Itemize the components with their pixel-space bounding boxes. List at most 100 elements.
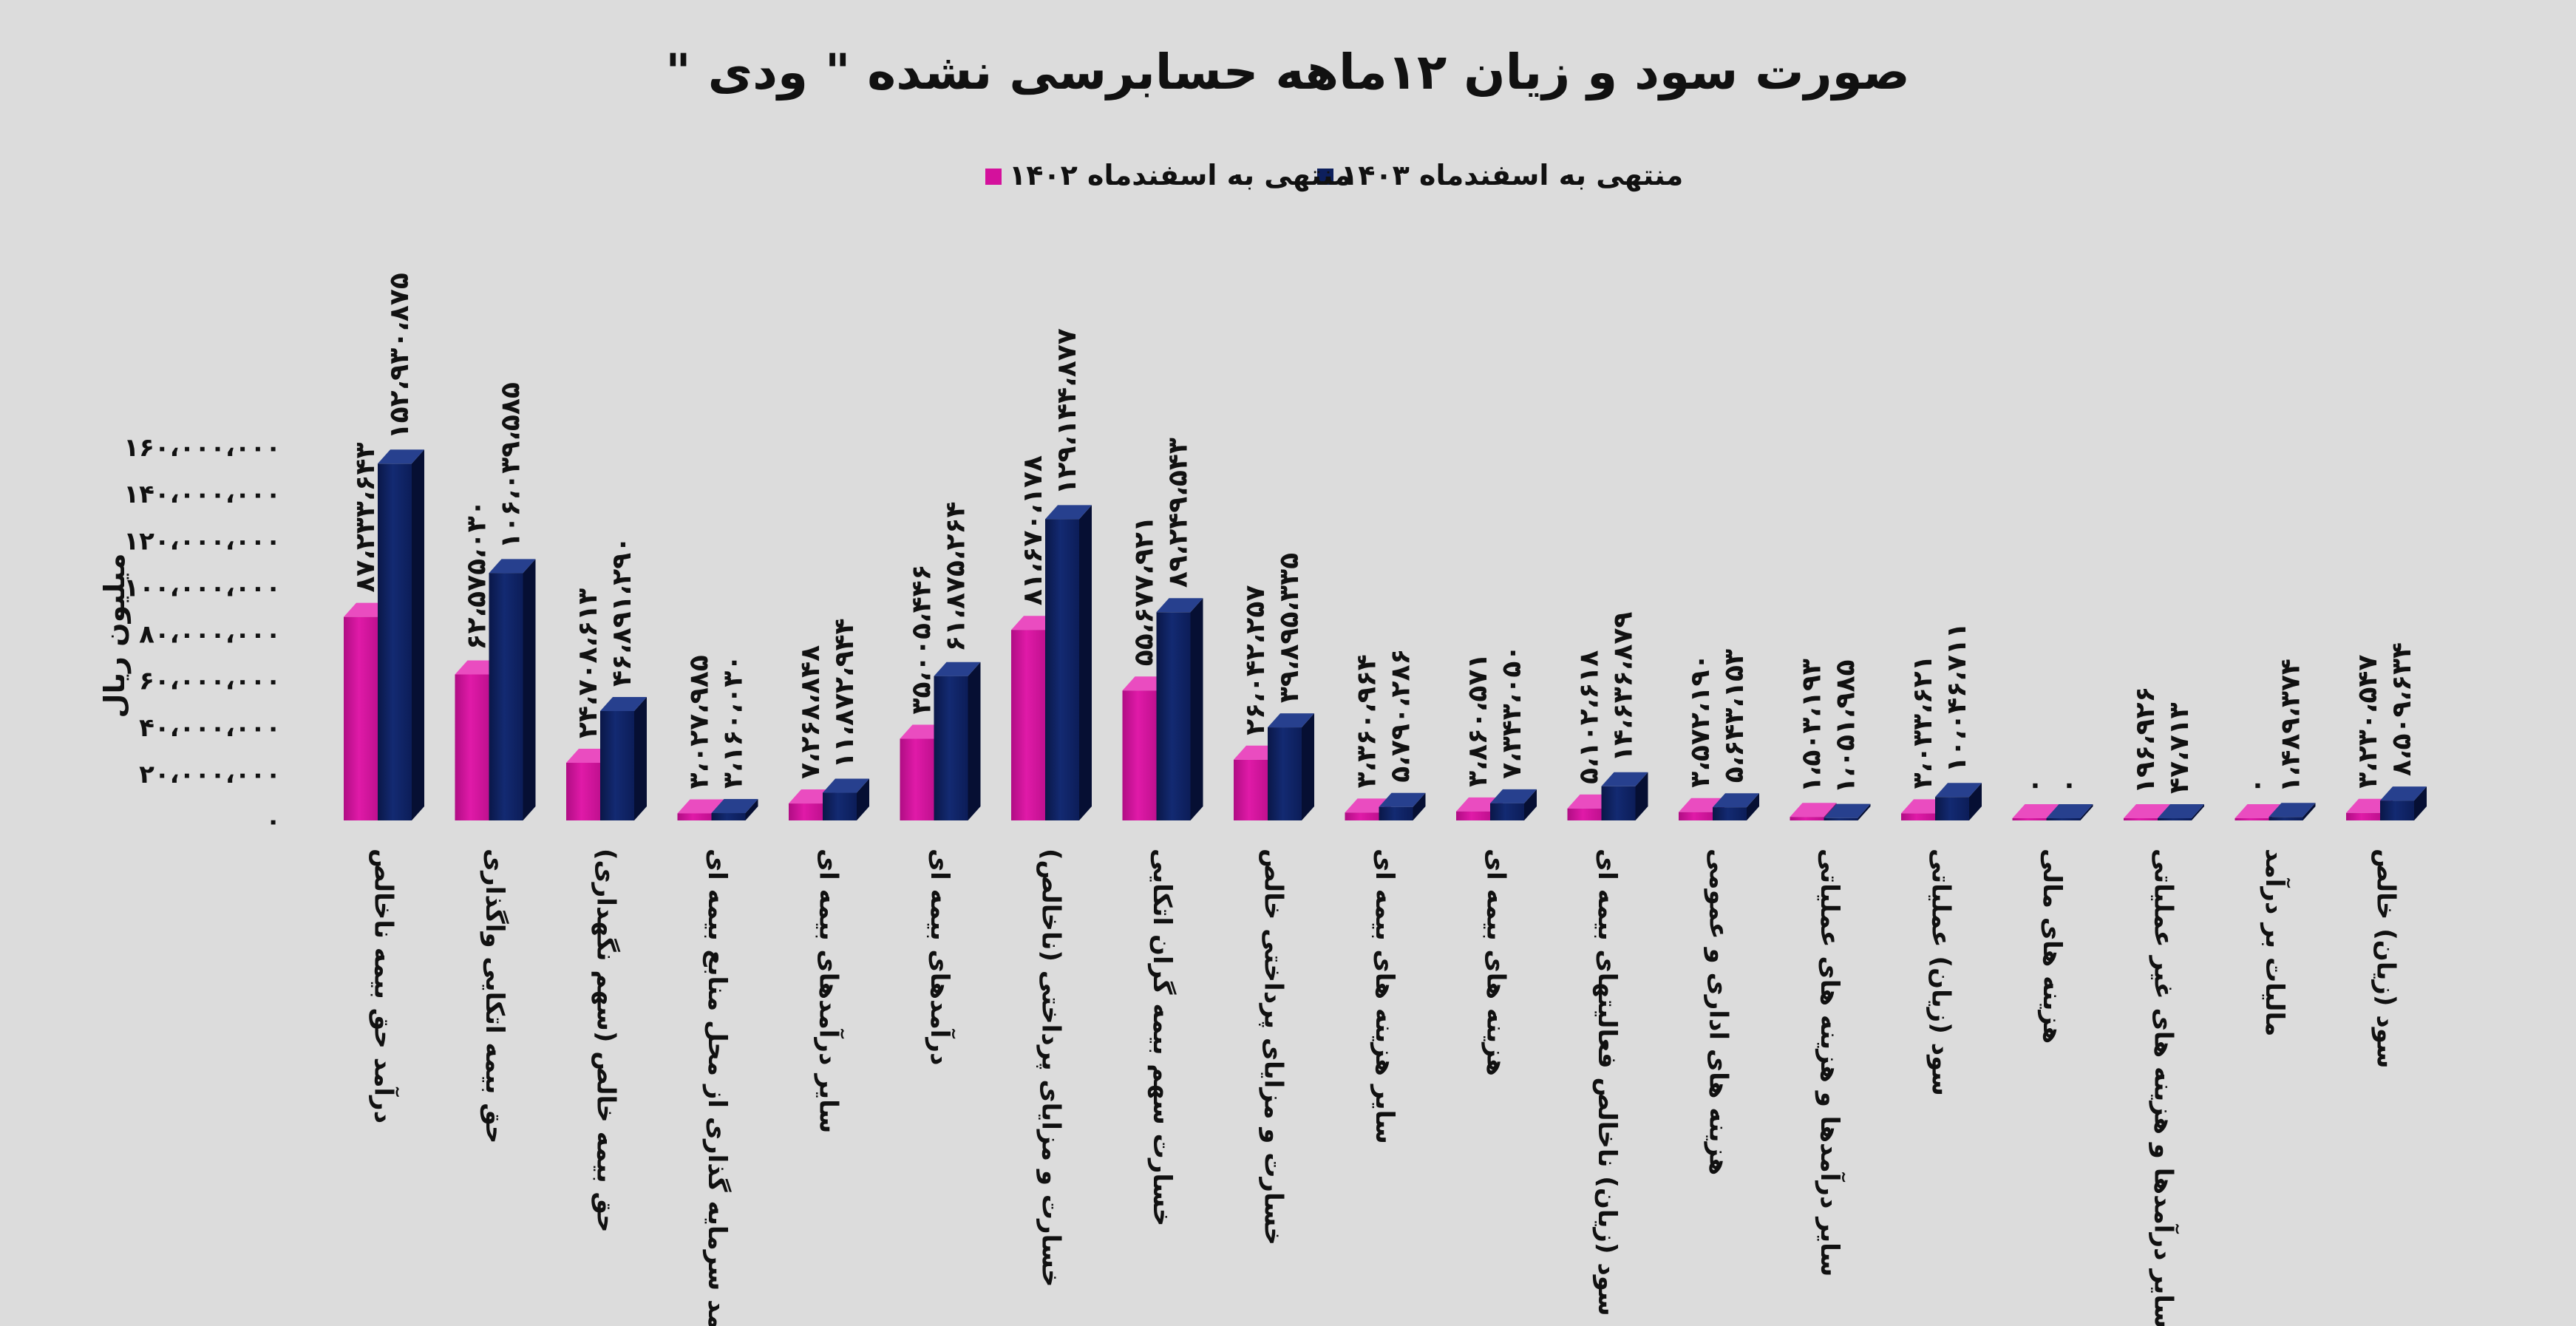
bar-top-face xyxy=(677,799,724,814)
category-label: سود (زیان) خالص xyxy=(2371,849,2401,1069)
bar-front-face xyxy=(566,763,600,820)
category-label: سود (زیان) ناخالص فعالیتهای بیمه ای xyxy=(1592,849,1622,1316)
bar-side-face xyxy=(2080,804,2093,820)
bar-side-face xyxy=(1969,783,1982,820)
category-label: سایر درآمدها و هزینه های غیر عملیاتی xyxy=(2149,849,2180,1326)
bar-front-face xyxy=(2269,817,2303,820)
bar-side-face xyxy=(1079,505,1092,820)
data-label-1402: ۳،۳۶۰،۹۶۴ xyxy=(1352,654,1382,788)
bar-front-face xyxy=(1456,811,1490,820)
bar-side-face xyxy=(1413,792,1426,820)
data-label-1403: ۴۷،۷۱۳ xyxy=(2164,702,2195,794)
bar-front-face xyxy=(378,463,412,820)
legend-swatch-1402 xyxy=(985,169,1002,185)
data-label-1403: ۷،۳۴۳،۰۵۰ xyxy=(1497,645,1527,779)
data-label-1403: ۰ xyxy=(2053,778,2084,794)
data-label-1402: ۸۷،۲۳۳،۶۴۳ xyxy=(350,443,381,593)
y-tick-label: ۸۰،۰۰۰،۰۰۰ xyxy=(139,620,281,650)
bar-1403 xyxy=(600,696,647,820)
bar-front-face xyxy=(455,674,489,820)
bar-front-face xyxy=(1490,803,1524,820)
category-label: مالیات بر درآمد xyxy=(2260,849,2291,1036)
bar-side-face xyxy=(2192,804,2204,820)
y-axis-title: میلیون ریال xyxy=(98,554,131,718)
data-label-1403: ۱،۰۵۱،۹۸۵ xyxy=(1831,660,1861,794)
category-label: درآمد سرمایه گذاری از محل منابع بیمه ای xyxy=(702,849,733,1326)
data-label-1403: ۱،۴۸۹،۳۷۴ xyxy=(2276,659,2306,792)
bar-side-face xyxy=(1190,598,1203,820)
bar-1403 xyxy=(711,799,758,820)
bar-front-face xyxy=(823,792,857,820)
bar-front-face xyxy=(1156,612,1191,820)
bar-front-face xyxy=(1901,813,1935,820)
data-label-1402: ۳،۲۳۰،۵۴۷ xyxy=(2353,655,2383,789)
category-label: سود (زیان) عملیاتی xyxy=(1926,849,1956,1096)
bar-top-face xyxy=(1045,505,1092,520)
data-label-1402: ۵۵،۶۷۷،۹۲۱ xyxy=(1129,516,1160,666)
bar-top-face xyxy=(2124,804,2170,818)
bar-1403 xyxy=(1490,789,1537,820)
data-label-1403: ۶۱،۸۷۵،۲۶۴ xyxy=(941,502,971,652)
bar-front-face xyxy=(1824,817,1858,820)
category-label: درآمدهای بیمه ای xyxy=(925,849,956,1065)
bar-front-face xyxy=(2158,818,2192,820)
bar-side-face xyxy=(523,559,536,820)
y-tick-label: ۰ xyxy=(265,806,281,836)
data-label-1402: ۰ xyxy=(2019,778,2050,794)
y-tick-label: ۱۶۰،۰۰۰،۰۰۰ xyxy=(123,433,281,463)
bar-1403 xyxy=(2046,804,2093,820)
bar-top-face xyxy=(711,799,758,814)
bar-front-face xyxy=(2235,818,2269,820)
bar-top-face xyxy=(823,778,869,793)
bar-1403 xyxy=(1268,713,1314,820)
bar-1403 xyxy=(823,778,869,820)
data-label-1402: ۸۱،۶۷۰،۱۷۸ xyxy=(1018,455,1048,605)
legend-label-1403: منتهی به اسفندماه ۱۴۰۳ xyxy=(1341,159,1683,191)
bar-top-face xyxy=(1156,598,1203,613)
y-tick-label: ۴۰،۰۰۰،۰۰۰ xyxy=(139,713,281,743)
bar-1403 xyxy=(1156,598,1203,820)
data-label-1402: ۵،۱۰۲،۶۱۸ xyxy=(1574,650,1605,784)
bar-front-face xyxy=(900,738,934,820)
bar-front-face xyxy=(1935,797,1969,820)
bar-top-face xyxy=(1790,803,1837,817)
bar-top-face xyxy=(1379,792,1426,807)
bar-top-face xyxy=(2269,803,2316,817)
bar-front-face xyxy=(1268,727,1302,820)
y-tick-label: ۶۰،۰۰۰،۰۰۰ xyxy=(139,667,281,696)
category-label: حق بیمه خالص (سهم نگهداری) xyxy=(591,849,621,1233)
legend-swatch-1403 xyxy=(1317,169,1333,185)
data-label-1403: ۱۴،۶۳۶،۸۷۹ xyxy=(1608,612,1639,762)
bar-top-face xyxy=(1713,793,1759,808)
data-label-1403: ۸،۵۰۹،۶۳۴ xyxy=(2387,642,2417,776)
bar-1403 xyxy=(378,449,424,820)
category-label: سایر هزینه های بیمه ای xyxy=(1370,849,1399,1144)
bar-1403 xyxy=(2158,804,2204,820)
data-label-1403: ۵،۶۴۳،۱۵۳ xyxy=(1719,649,1750,783)
category-label: هزینه های مالی xyxy=(2037,849,2067,1044)
bars xyxy=(344,449,2427,820)
bar-top-face xyxy=(1490,789,1537,803)
bar-top-face xyxy=(2158,804,2204,818)
data-label-1403: ۱۵۲،۹۳۰،۸۷۵ xyxy=(384,273,415,439)
bar-1403 xyxy=(1935,783,1982,820)
data-label-1403: ۱۰،۰۴۶،۷۱۱ xyxy=(1942,622,1972,772)
bar-top-face xyxy=(1601,772,1648,786)
data-label-1402: ۰ xyxy=(2242,778,2272,794)
bar-top-face xyxy=(600,696,647,711)
bar-side-face xyxy=(412,449,424,820)
y-tick-label: ۱۲۰،۰۰۰،۰۰۰ xyxy=(123,526,281,556)
bar-top-face xyxy=(2380,786,2427,801)
bar-side-face xyxy=(1635,772,1648,820)
bar-side-face xyxy=(1747,793,1759,820)
bar-1403 xyxy=(2380,786,2427,820)
data-label-1403: ۴۶،۸۹۱،۲۹۰ xyxy=(607,537,637,687)
bar-front-face xyxy=(1345,812,1379,820)
data-label-1402: ۲۴،۷۰۸،۶۱۳ xyxy=(573,588,603,738)
bar-front-face xyxy=(2046,818,2081,820)
legend: منتهی به اسفندماه ۱۴۰۳ منتهی به اسفندماه… xyxy=(985,159,1683,191)
bar-top-face xyxy=(1935,783,1982,798)
category-label: خسارت و مزایای پرداختی خالص xyxy=(1259,849,1288,1245)
